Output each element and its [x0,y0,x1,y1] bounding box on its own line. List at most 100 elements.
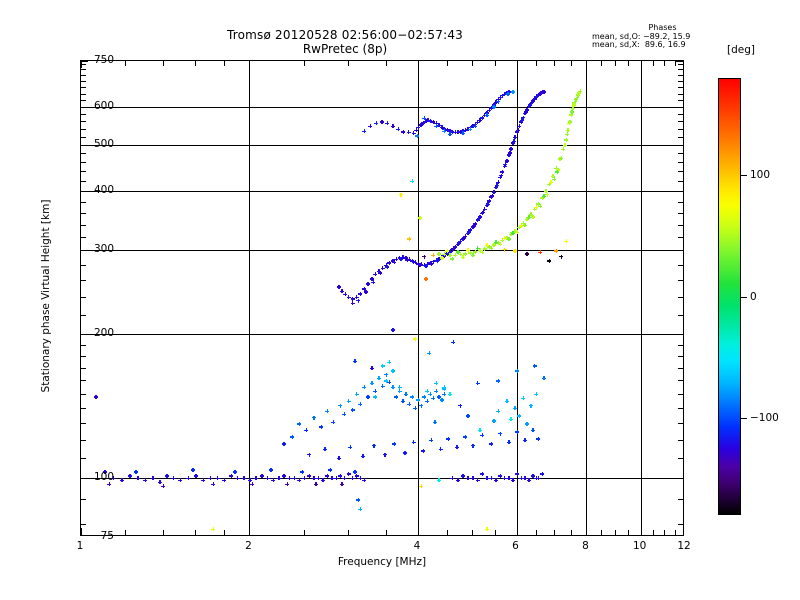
gridline-horizontal [81,144,683,146]
data-point [465,248,470,253]
x-axis-tick [586,528,588,535]
y-axis-minor-tick [678,523,683,525]
data-point [281,473,286,478]
data-point [311,415,316,420]
y-axis-tick-label: 100 [93,470,114,483]
y-axis-minor-tick [678,75,683,77]
data-point [387,380,392,385]
data-point [336,284,341,289]
y-axis-minor-tick [81,224,86,226]
data-point [422,394,427,399]
data-point [358,476,363,481]
data-point [442,392,447,397]
data-point [211,482,216,487]
data-point [171,476,176,481]
data-point [522,111,527,116]
data-point [442,126,447,131]
y-axis-minor-tick [81,87,86,89]
data-point [489,105,494,110]
y-axis-minor-tick [81,162,86,164]
data-point [491,104,496,109]
data-point [506,476,511,481]
gridline-horizontal [81,250,683,252]
data-point [475,120,480,125]
y-axis-tick [676,334,683,336]
data-point [157,480,162,485]
data-point [371,280,376,285]
y-axis-tick-label: 300 [93,243,114,256]
data-point [476,217,481,222]
data-point [536,201,541,206]
data-point [532,207,537,212]
y-axis-minor-tick [678,121,683,123]
colorbar-unit-label: [deg] [727,44,755,56]
x-axis-tick-label: 6 [512,540,519,552]
y-axis-tick-label: 400 [93,183,114,196]
data-point [363,289,368,294]
data-point [502,247,507,252]
x-axis-minor-tick [601,61,603,66]
data-point [510,478,515,483]
y-axis-minor-tick [678,407,683,409]
data-point [127,473,132,478]
x-axis-minor-tick [601,530,603,535]
colorbar-tick [741,175,747,177]
data-point [491,242,496,247]
data-point [396,127,401,132]
data-point [431,396,436,401]
data-point [500,169,505,174]
data-point [334,476,339,481]
data-point [378,270,383,275]
data-point [211,527,216,532]
y-axis-tick [81,334,88,336]
y-axis-minor-tick [81,128,86,130]
data-point [502,164,507,169]
y-axis-minor-tick [678,280,683,281]
data-point [407,236,412,241]
data-point [362,286,367,291]
y-axis-tick [81,190,88,192]
data-point [573,97,578,102]
data-point [538,90,543,95]
x-axis-minor-tick [348,530,350,535]
data-point [465,127,470,132]
data-point [508,417,513,422]
data-point [512,406,517,411]
data-point [390,258,395,263]
data-point [498,175,503,180]
data-point [436,256,441,261]
data-point [522,476,527,481]
data-point [498,95,503,100]
y-axis-minor-tick [678,180,683,182]
data-point [343,292,348,297]
data-point [532,363,537,368]
data-point [519,119,524,124]
y-axis-minor-tick [81,523,86,525]
x-axis-tick [417,61,419,68]
data-point [515,429,520,434]
data-point [475,246,480,251]
data-point [352,469,357,474]
data-point [410,258,415,263]
data-point [402,450,407,455]
x-axis-minor-tick [570,530,572,535]
y-axis-minor-tick [81,499,86,501]
data-point [178,478,183,483]
data-point [421,120,426,125]
x-axis-minor-tick [223,61,225,66]
data-point [487,108,492,113]
x-axis-minor-tick [615,61,617,66]
data-point [276,476,281,481]
data-point [447,249,452,254]
gridline-vertical [586,61,588,535]
data-point [398,192,403,197]
data-point [107,482,112,487]
y-axis-tick [81,477,88,479]
y-axis-minor-tick [678,224,683,226]
data-point [453,130,458,135]
data-point [534,205,539,209]
data-point [425,118,430,123]
data-point [500,238,505,243]
phase-stats-x-mode: mean, sd,X: 89.6, 16.9 [592,40,686,50]
data-point [484,113,489,118]
